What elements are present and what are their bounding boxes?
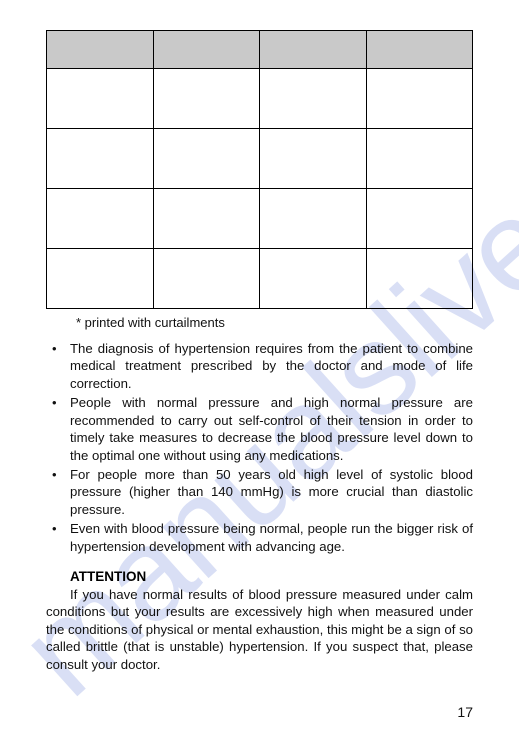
table-header-cell [47, 31, 154, 69]
table-cell [153, 69, 260, 129]
page-number: 17 [457, 704, 473, 720]
table-header-cell [366, 31, 473, 69]
list-item: Even with blood pressure being normal, p… [46, 520, 473, 555]
table-header-row [47, 31, 473, 69]
list-item: For people more than 50 years old high l… [46, 466, 473, 518]
table-cell [153, 189, 260, 249]
document-page: * printed with curtailments The diagnosi… [0, 0, 519, 740]
table-cell [366, 249, 473, 309]
table-cell [260, 129, 367, 189]
table-cell [260, 189, 367, 249]
table-cell [260, 249, 367, 309]
list-item: The diagnosis of hypertension requires f… [46, 340, 473, 392]
table-row [47, 189, 473, 249]
bullet-list: The diagnosis of hypertension requires f… [46, 340, 473, 555]
table-cell [153, 249, 260, 309]
list-item: People with normal pressure and high nor… [46, 394, 473, 464]
table-cell [153, 129, 260, 189]
table-cell [47, 249, 154, 309]
table-cell [366, 69, 473, 129]
table-cell [47, 69, 154, 129]
table-row [47, 69, 473, 129]
attention-section: ATTENTION If you have normal results of … [46, 569, 473, 673]
attention-heading: ATTENTION [70, 569, 473, 584]
table-row [47, 249, 473, 309]
table-cell [366, 189, 473, 249]
data-table [46, 30, 473, 309]
table-header-cell [260, 31, 367, 69]
table-cell [47, 129, 154, 189]
table-footnote: * printed with curtailments [76, 315, 473, 330]
table-cell [366, 129, 473, 189]
attention-body: If you have normal results of blood pres… [46, 586, 473, 673]
table-row [47, 129, 473, 189]
table-cell [47, 189, 154, 249]
table-cell [260, 69, 367, 129]
table-header-cell [153, 31, 260, 69]
